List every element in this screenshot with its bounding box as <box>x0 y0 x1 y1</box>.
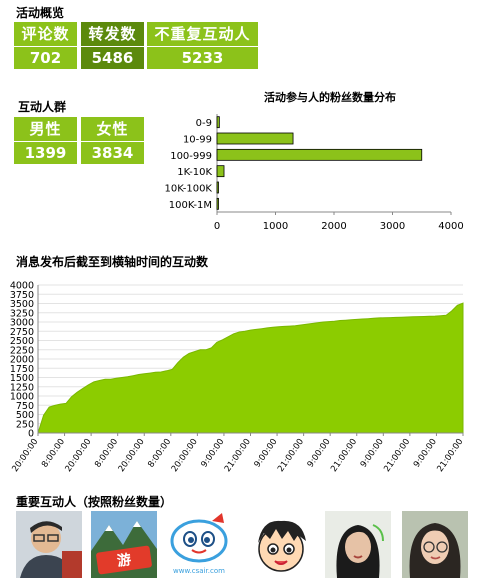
y-tick-label: 1500 <box>10 373 34 384</box>
interactions-chart: 0250500750100012501500175020002250250027… <box>10 281 466 475</box>
x-tick-label: 20:00:00 <box>63 437 93 474</box>
male-tile: 男性 1399 <box>14 117 77 164</box>
y-tick-label: 2250 <box>10 345 34 356</box>
unique-users-label: 不重复互动人 <box>154 25 251 43</box>
x-tick-label: 21:00:00 <box>276 437 306 474</box>
x-tick-label: 8:00:00 <box>40 437 67 470</box>
avatar-caption: www.csair.com <box>173 567 225 575</box>
y-tick-label: 0 <box>28 429 34 440</box>
x-tick-label: 21:00:00 <box>329 437 359 474</box>
unique-users-tile: 不重复互动人 5233 <box>147 22 258 69</box>
avatar[interactable]: 游 <box>91 511 157 578</box>
y-tick-label: 3500 <box>10 299 34 310</box>
woman-glasses-icon <box>402 511 468 578</box>
avatar[interactable] <box>325 511 391 578</box>
y-tick-label: 1750 <box>10 364 34 375</box>
woman-portrait-icon <box>325 511 391 578</box>
reposts-value: 5486 <box>81 46 144 69</box>
y-tick-label: 2000 <box>10 355 34 366</box>
y-tick-label: 3250 <box>10 308 34 319</box>
x-tick-label: 21:00:00 <box>223 437 253 474</box>
y-tick-label: 3750 <box>10 290 34 301</box>
female-tile: 女性 3834 <box>81 117 144 164</box>
reposts-label: 转发数 <box>88 25 137 43</box>
x-tick-label: 8:00:00 <box>93 437 120 470</box>
x-tick-label: 9:00:00 <box>412 437 439 470</box>
y-tick-label: 2500 <box>10 336 34 347</box>
cartoon-boy-icon <box>248 511 314 578</box>
fan-distribution-title: 活动参与人的粉丝数量分布 <box>264 90 396 104</box>
category-label: 10K-100K <box>165 184 213 195</box>
y-tick-label: 750 <box>16 401 34 412</box>
x-tick-label: 21:00:00 <box>435 437 465 474</box>
interactions-chart-title: 消息发布后截至到横轴时间的互动数 <box>16 255 209 269</box>
airline-mascot-icon: www.csair.com <box>166 511 232 578</box>
y-tick-label: 250 <box>16 419 34 430</box>
bar <box>216 132 294 145</box>
crowd-title: 互动人群 <box>18 100 67 114</box>
avatar[interactable] <box>16 511 82 578</box>
bar <box>216 181 219 194</box>
male-value: 1399 <box>14 141 77 164</box>
x-tick-label: 9:00:00 <box>253 437 280 470</box>
category-label: 0-9 <box>196 118 212 129</box>
y-tick-label: 2750 <box>10 327 34 338</box>
category-label: 100-999 <box>170 151 212 162</box>
y-tick-label: 4000 <box>10 281 34 292</box>
y-tick-label: 1250 <box>10 382 34 393</box>
x-tick-label: 9:00:00 <box>306 437 333 470</box>
category-label: 100K-1M <box>169 200 212 211</box>
male-label: 男性 <box>29 120 62 138</box>
x-tick-label: 20:00:00 <box>170 437 200 474</box>
x-tick-label: 8:00:00 <box>146 437 173 470</box>
unique-users-value: 5233 <box>147 46 258 69</box>
category-label: 10-99 <box>183 135 212 146</box>
travel-logo-icon: 游 <box>91 511 157 578</box>
y-tick-label: 3000 <box>10 318 34 329</box>
x-tick-label: 3000 <box>380 221 405 232</box>
x-tick-label: 4000 <box>438 221 463 232</box>
x-tick-label: 1000 <box>263 221 288 232</box>
top-users-title: 重要互动人（按照粉丝数量） <box>16 495 173 509</box>
fan-distribution-chart: 活动参与人的粉丝数量分布 0-9 10-99 100-999 1K-10K 10K-10… <box>165 90 464 232</box>
overview-title: 活动概览 <box>16 6 65 20</box>
comments-tile: 评论数 702 <box>14 22 77 69</box>
x-tick-label: 20:00:00 <box>117 437 147 474</box>
series-area <box>37 302 464 434</box>
reposts-tile: 转发数 5486 <box>81 22 144 69</box>
bar <box>216 165 225 178</box>
avatar[interactable] <box>402 511 468 578</box>
x-tick-label: 21:00:00 <box>382 437 412 474</box>
x-tick-label: 9:00:00 <box>359 437 386 470</box>
x-tick-label: 2000 <box>321 221 346 232</box>
category-label: 1K-10K <box>177 167 212 178</box>
x-tick-label: 9:00:00 <box>199 437 226 470</box>
comments-label: 评论数 <box>21 25 70 43</box>
bar <box>216 197 219 210</box>
bar <box>216 116 220 129</box>
x-tick-label: 0 <box>214 221 220 232</box>
female-value: 3834 <box>81 141 144 164</box>
comments-value: 702 <box>14 46 77 69</box>
svg-text:游: 游 <box>116 551 132 570</box>
y-tick-label: 500 <box>16 410 34 421</box>
avatar[interactable]: www.csair.com <box>166 511 232 578</box>
y-tick-label: 1000 <box>10 392 34 403</box>
avatar[interactable] <box>248 511 314 578</box>
bar <box>216 148 423 161</box>
x-tick-label: 20:00:00 <box>10 437 40 474</box>
person-glasses-icon <box>16 511 82 578</box>
female-label: 女性 <box>96 120 129 138</box>
